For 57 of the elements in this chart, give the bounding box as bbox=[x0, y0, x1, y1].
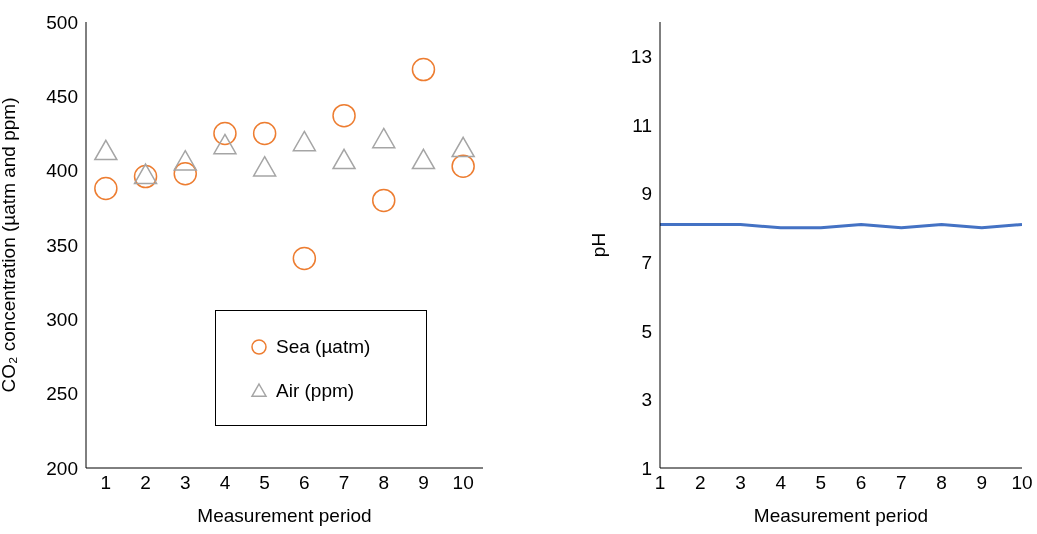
y-tick-label: 9 bbox=[641, 183, 652, 205]
point bbox=[173, 150, 197, 171]
point bbox=[173, 161, 197, 186]
x-tick-label: 2 bbox=[140, 472, 151, 494]
x-tick-label: 3 bbox=[179, 472, 191, 494]
x-tick-label: 9 bbox=[418, 472, 429, 494]
y-tick-label: 11 bbox=[632, 114, 652, 136]
y-tick-label: 500 bbox=[46, 11, 78, 33]
legend-label: Sea (µatm) bbox=[276, 336, 371, 358]
point bbox=[411, 57, 436, 82]
y-tick-label: 300 bbox=[46, 309, 78, 331]
point bbox=[411, 148, 436, 170]
x-tick-label: 6 bbox=[299, 472, 310, 494]
x-tick-label: 3 bbox=[735, 472, 746, 494]
point bbox=[94, 139, 118, 161]
x-tick-label: 7 bbox=[896, 472, 907, 494]
x-tick-label: 8 bbox=[936, 472, 947, 494]
x-tick-label: 9 bbox=[976, 472, 988, 494]
point bbox=[213, 121, 237, 146]
x-tick-label: 7 bbox=[338, 472, 350, 494]
x-tick-label: 4 bbox=[775, 472, 787, 494]
y-tick-label: 5 bbox=[641, 320, 652, 342]
x-axis-title: Measurement period bbox=[753, 505, 929, 526]
y-tick-label: 1 bbox=[641, 457, 652, 479]
x-tick-label: 10 bbox=[452, 472, 474, 494]
legend-label: Air (ppm) bbox=[276, 380, 355, 402]
x-tick-label: 10 bbox=[1011, 472, 1033, 494]
y-tick-label: 13 bbox=[630, 46, 652, 68]
point bbox=[252, 121, 277, 146]
point bbox=[292, 130, 317, 152]
y-tick-label: 400 bbox=[46, 160, 78, 182]
x-tick-label: 1 bbox=[100, 472, 112, 494]
x-tick-label: 5 bbox=[259, 472, 270, 494]
point bbox=[372, 127, 396, 149]
y-axis-title: CO₂ concentration (µatm and ppm) bbox=[0, 97, 19, 393]
y-tick-label: 7 bbox=[641, 251, 652, 273]
y-tick-label: 450 bbox=[46, 86, 78, 108]
x-tick-label: 8 bbox=[378, 472, 390, 494]
point bbox=[332, 148, 356, 170]
point bbox=[332, 103, 356, 128]
x-tick-label: 6 bbox=[855, 472, 867, 494]
y-tick-label: 200 bbox=[46, 457, 78, 479]
point bbox=[372, 188, 396, 213]
y-tick-label: 3 bbox=[641, 389, 652, 411]
point bbox=[94, 176, 118, 201]
point bbox=[252, 155, 277, 177]
y-tick-label: 250 bbox=[46, 383, 78, 405]
y-tick-label: 350 bbox=[46, 234, 78, 256]
point bbox=[213, 133, 237, 155]
point bbox=[451, 154, 475, 178]
x-axis-title: Measurement period bbox=[197, 505, 372, 526]
x-tick-label: 4 bbox=[219, 472, 231, 494]
point bbox=[292, 246, 317, 271]
x-tick-label: 5 bbox=[815, 472, 827, 494]
y-axis-title: pH bbox=[587, 232, 609, 258]
point bbox=[451, 136, 475, 158]
x-tick-label: 2 bbox=[694, 472, 706, 494]
